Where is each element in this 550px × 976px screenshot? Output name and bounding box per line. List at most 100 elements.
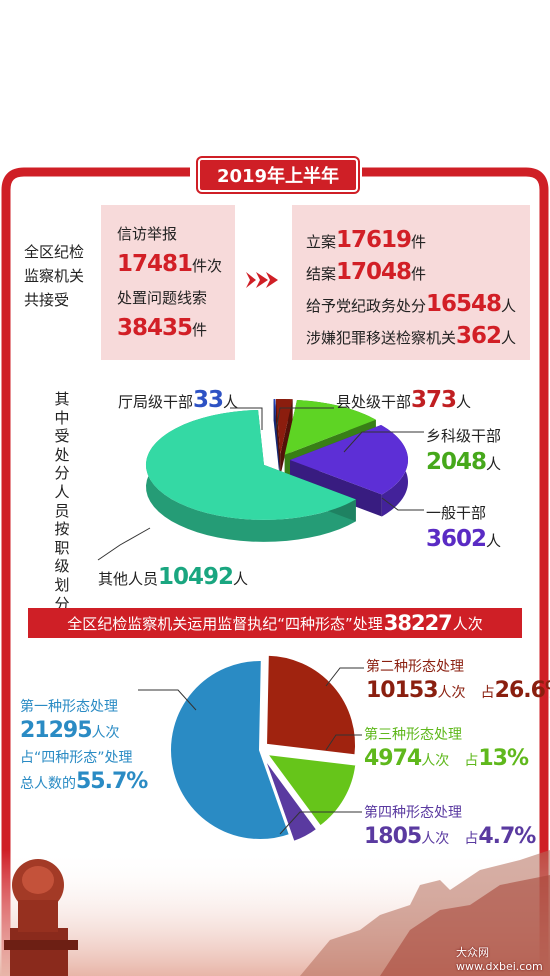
intro-text: 全区纪检监察机关共接受 (24, 243, 85, 309)
r3-value: 16548 (426, 291, 502, 317)
item1-value: 17481 (117, 251, 193, 277)
r4-label: 涉嫌犯罪移送检察机关 (306, 329, 457, 347)
form3-pct: 13% (478, 746, 529, 771)
form3-valrow: 4974人次 占13% (364, 746, 529, 771)
pie1-label-xian-text: 县处级干部 (336, 393, 412, 411)
form2-valrow: 10153人次 占26.6% (366, 678, 550, 703)
pie1-label-xiang-unit: 人 (486, 455, 502, 473)
r3-label: 给予党纪政务处分 (306, 297, 427, 315)
item1-unit: 件次 (192, 257, 223, 275)
form1-extra-row: 总人数的55.7% (20, 769, 148, 794)
section3-banner: 全区纪检监察机关运用监督执纪“四种形态”处理 38227 人次 (28, 608, 522, 638)
form1-pct: 55.7% (76, 769, 148, 794)
r1-value: 17619 (336, 227, 412, 253)
pie1-slice-top-1 (275, 399, 293, 455)
pie1-label-yiban-value: 3602 (426, 526, 487, 552)
banner-value: 38227 (383, 611, 453, 635)
form2-pct: 26.6% (494, 678, 550, 703)
pie2-slice-0 (169, 659, 292, 841)
pie1-label-xian-value: 373 (411, 387, 457, 413)
r4-value: 362 (456, 323, 502, 349)
form1-unit: 人次 (91, 725, 120, 741)
right-panel: 立案 17619 件 结案 17048 件 给予党纪政务处分 16548 人 涉… (292, 205, 530, 360)
pie1-slice-1 (275, 399, 293, 477)
pie1-label-other-unit: 人 (233, 570, 249, 588)
form4-block: 第四种形态处理 1805人次 占4.7% (364, 802, 536, 849)
r3-unit: 人 (501, 297, 517, 315)
pie1-label-yiban-valrow: 3602人 (426, 526, 501, 552)
form2-unit: 人次 (437, 685, 466, 701)
right-row-3: 给予党纪政务处分 16548 人 (306, 291, 516, 317)
pie1-label-ting-unit: 人 (223, 393, 239, 411)
pie1-slice-wall-1-0 (275, 399, 281, 477)
form4-valrow: 1805人次 占4.7% (364, 824, 536, 849)
form4-value: 1805 (364, 824, 422, 849)
pie1-label-yiban-text: 一般干部 (426, 504, 487, 522)
pie1-label-xiang-text: 乡科级干部 (426, 427, 502, 445)
pie1-label-ting-text: 厅局级干部 (118, 393, 194, 411)
form2-share-prefix: 占 (480, 685, 495, 701)
year-badge: 2019年上半年 (198, 158, 358, 192)
forms-pie-chart (169, 653, 358, 844)
pie1-label-xian-unit: 人 (456, 393, 472, 411)
form3-block: 第三种形态处理 4974人次 占13% (364, 724, 529, 771)
pie2-slice-1 (265, 653, 357, 757)
year-label: 2019年上半年 (216, 166, 340, 187)
form1-value: 21295 (20, 718, 93, 743)
r1-unit: 件 (411, 233, 427, 251)
form1-extra-label2: 总人数的 (20, 776, 76, 792)
r4-unit: 人 (501, 329, 517, 347)
pie1-label-xian: 县处级干部373人 (336, 387, 471, 413)
form1-label: 第一种形态处理 (20, 699, 118, 715)
pie1-slice-side-4 (146, 409, 356, 542)
banner-prefix: 全区纪检监察机关运用监督执纪“四种形态”处理 (67, 614, 383, 633)
right-row-4: 涉嫌犯罪移送检察机关 362 人 (306, 323, 516, 349)
pie1-label-ting-value: 33 (193, 387, 224, 413)
item2-label: 处置问题线索 (117, 289, 208, 307)
double-arrow-icon (246, 272, 278, 288)
pie1-label-other: 其他人员10492人 (98, 564, 248, 590)
left-panel: 信访举报 17481 件次 处置问题线索 38435 件 (101, 205, 235, 360)
item2-unit: 件 (192, 321, 208, 339)
form4-label: 第四种形态处理 (364, 805, 462, 821)
r2-value: 17048 (336, 259, 412, 285)
pie1-label-other-text: 其他人员 (98, 570, 159, 588)
banner-suffix: 人次 (452, 614, 483, 633)
pie1-slice-4 (145, 409, 356, 542)
pie2-slice-3 (262, 756, 319, 844)
item1-label: 信访举报 (117, 225, 178, 243)
pie1-label-other-value: 10492 (158, 564, 234, 590)
pie1-slice-wall-3-1 (289, 459, 382, 517)
pie1-label-ting: 厅局级干部33人 (118, 387, 238, 413)
pie1-slice-top-3 (289, 425, 408, 495)
form4-unit: 人次 (421, 831, 450, 847)
form3-label: 第三种形态处理 (364, 727, 462, 743)
pie1-slice-3 (289, 425, 408, 517)
form4-pct: 4.7% (478, 824, 536, 849)
r1-label: 立案 (306, 233, 337, 251)
form1-extra-label: 占“四种形态”处理 (20, 750, 133, 766)
pie1-slice-top-2 (284, 400, 376, 455)
form2-block: 第二种形态处理 10153人次 占26.6% (366, 656, 550, 703)
pie2-slice-2 (264, 752, 358, 828)
right-row-1: 立案 17619 件 (306, 227, 426, 253)
form3-share-prefix: 占 (464, 753, 479, 769)
pie1-label-yiban-unit: 人 (486, 532, 502, 550)
item1-value-row: 17481 件次 (117, 251, 222, 277)
pie1-label-xiang-value: 2048 (426, 449, 487, 475)
pie1-slice-top-4 (145, 409, 356, 520)
form1-valrow: 21295人次 (20, 718, 147, 743)
form2-value: 10153 (366, 678, 439, 703)
form4-share-prefix: 占 (464, 831, 479, 847)
form2-label: 第二种形态处理 (366, 659, 464, 675)
item2-value: 38435 (117, 315, 193, 341)
frame-border (1, 167, 549, 976)
item2-value-row: 38435 件 (117, 315, 207, 341)
r2-label: 结案 (306, 265, 337, 283)
stone-lion-image (4, 859, 78, 976)
form3-unit: 人次 (421, 753, 450, 769)
rank-pie-chart (145, 399, 408, 542)
